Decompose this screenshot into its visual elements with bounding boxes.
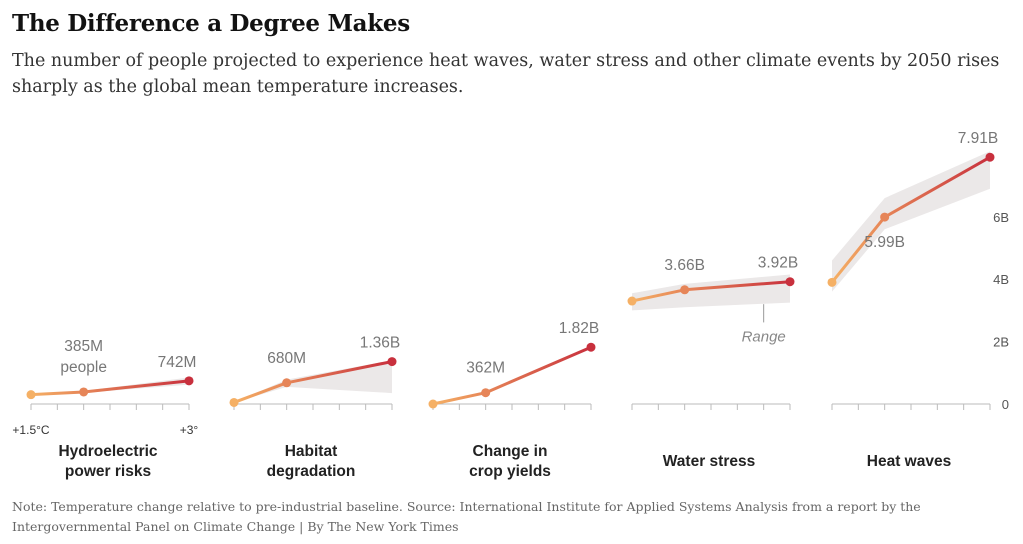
source-note: Note: Temperature change relative to pre… (12, 499, 921, 534)
x-tick-label: +1.5°C (12, 423, 49, 437)
y-tick-label: 6B (993, 210, 1009, 225)
value-label: people (60, 359, 107, 376)
category-label: power risks (65, 463, 151, 480)
value-label: 680M (267, 350, 306, 367)
data-point (985, 152, 995, 162)
category-label: crop yields (469, 463, 551, 480)
data-point (627, 296, 637, 306)
data-point (26, 390, 36, 400)
y-tick-label: 4B (993, 272, 1009, 287)
range-band (31, 377, 189, 395)
y-tick-label: 2B (993, 335, 1009, 350)
data-point (880, 212, 890, 222)
data-point (586, 342, 596, 352)
range-label: Range (742, 328, 786, 345)
value-label: 362M (466, 360, 505, 377)
range-band (832, 151, 990, 292)
value-label: 5.99B (864, 234, 905, 251)
category-label: Change in (473, 443, 548, 460)
data-point (229, 397, 239, 407)
data-point (428, 399, 438, 409)
value-label: 3.92B (758, 255, 799, 272)
y-tick-label: 0 (1002, 397, 1009, 412)
data-point (387, 357, 397, 367)
value-label: 3.66B (664, 257, 705, 274)
range-band (433, 345, 591, 404)
chart-title: The Difference a Degree Makes (12, 10, 410, 37)
value-label: 1.82B (559, 320, 600, 337)
value-label: 7.91B (958, 130, 999, 147)
category-label: Heat waves (867, 453, 951, 470)
value-label: 742M (158, 354, 197, 371)
category-label: Habitat (285, 443, 338, 460)
series-line (432, 345, 592, 406)
x-tick-label: +3° (180, 423, 199, 437)
value-label: 1.36B (360, 335, 401, 352)
data-point (481, 388, 491, 398)
data-point (79, 387, 89, 397)
data-point (827, 277, 837, 287)
data-point (282, 378, 292, 388)
data-point (680, 285, 690, 295)
category-label: degradation (267, 463, 356, 480)
data-point (785, 277, 795, 287)
range-band (632, 274, 790, 311)
data-point (184, 376, 194, 386)
category-label: Water stress (663, 453, 755, 470)
chart-subtitle: The number of people projected to experi… (12, 51, 1000, 97)
category-label: Hydroelectric (58, 443, 157, 460)
series-line (30, 379, 190, 397)
value-label: 385M (64, 338, 103, 355)
